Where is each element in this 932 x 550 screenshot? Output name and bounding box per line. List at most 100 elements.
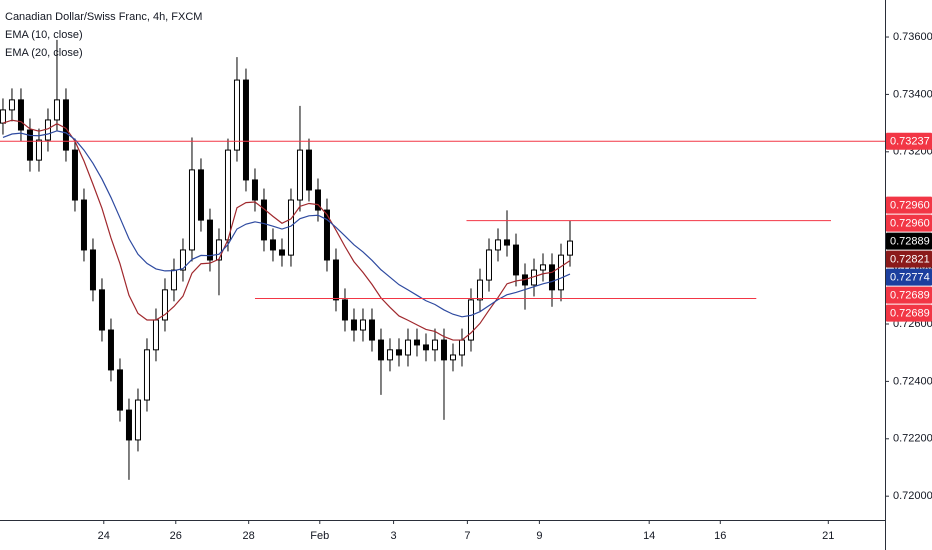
candle-body — [377, 339, 384, 361]
price-badge — [886, 196, 932, 214]
y-tick-label: 0.72000 — [893, 490, 932, 502]
price-badge — [886, 232, 932, 250]
ema-line — [2, 130, 571, 318]
candle-body — [206, 219, 213, 261]
candle-body — [0, 109, 6, 124]
candle-body — [8, 99, 15, 111]
candle-body — [53, 99, 60, 121]
price-badge-label: 0.72960 — [890, 200, 930, 212]
x-tick-label: 14 — [643, 530, 655, 542]
candle-body — [431, 339, 438, 351]
candle-body — [224, 149, 231, 241]
candle-body — [116, 369, 123, 411]
candle-body — [188, 169, 195, 251]
y-tick-label: 0.72400 — [893, 375, 932, 387]
candle-body — [80, 199, 87, 251]
x-tick-label: 3 — [391, 530, 397, 542]
candle-body — [539, 264, 546, 271]
candle-body — [395, 349, 402, 356]
candle-body — [332, 259, 339, 301]
candle-body — [467, 299, 474, 341]
candle-body — [125, 409, 132, 441]
x-tick-label: 24 — [98, 530, 110, 542]
x-tick-label: 7 — [464, 530, 470, 542]
candle-body — [440, 339, 447, 361]
y-tick-label: 0.73400 — [893, 88, 932, 100]
y-tick-label: 0.73600 — [893, 31, 932, 43]
candle-body — [107, 329, 114, 371]
candle-body — [305, 149, 312, 191]
candle-body — [233, 79, 240, 151]
ema-line — [2, 119, 571, 341]
candle-body — [260, 199, 267, 241]
candle-body — [368, 319, 375, 341]
price-badge-label: 0.72889 — [890, 236, 930, 248]
x-tick-label: 21 — [822, 530, 834, 542]
candle-body — [449, 354, 456, 361]
candle-body — [98, 289, 105, 331]
candle-body — [458, 339, 465, 356]
price-badge-label: 0.72821 — [890, 254, 930, 266]
legend-entry: EMA (10, close) — [5, 29, 83, 41]
candle-body — [215, 239, 222, 261]
price-badge-label: 0.72689 — [890, 308, 930, 320]
candle-body — [278, 249, 285, 256]
x-tick-label: Feb — [310, 530, 329, 542]
price-badge-label: 0.72960 — [890, 218, 930, 230]
plot-area — [0, 39, 885, 480]
candle-body — [548, 264, 555, 291]
candle-body — [341, 299, 348, 321]
candle-body — [170, 269, 177, 291]
candle-body — [134, 399, 141, 441]
candle-body — [359, 319, 366, 331]
candle-body — [44, 119, 51, 141]
candle-body — [422, 344, 429, 351]
candle-body — [557, 254, 564, 291]
candle-body — [296, 149, 303, 201]
candle-body — [269, 239, 276, 251]
candle-body — [287, 199, 294, 256]
candle-body — [89, 249, 96, 291]
chart-title: Canadian Dollar/Swiss Franc, 4h, FXCM — [5, 11, 202, 23]
y-tick-label: 0.72200 — [893, 433, 932, 445]
legend-entry: EMA (20, close) — [5, 47, 83, 59]
candle-body — [503, 239, 510, 246]
price-badge — [886, 250, 932, 268]
x-tick-label: 9 — [536, 530, 542, 542]
price-badge — [886, 304, 932, 322]
axes: 0.720000.722000.724000.726000.728000.730… — [98, 31, 932, 542]
candle-body — [71, 149, 78, 201]
x-tick-label: 16 — [714, 530, 726, 542]
price-badge — [886, 214, 932, 232]
candle-body — [251, 179, 258, 201]
candle-body — [26, 129, 33, 161]
price-badge-label: 0.72689 — [890, 290, 930, 302]
candle-body — [323, 209, 330, 261]
price-badge — [886, 268, 932, 286]
candle-body — [350, 319, 357, 331]
candle-body — [566, 240, 573, 256]
candle-body — [386, 349, 393, 361]
candle-body — [494, 239, 501, 251]
candle-body — [152, 319, 159, 351]
price-badge-label: 0.72774 — [890, 272, 930, 284]
candle-body — [197, 169, 204, 221]
candle-body — [413, 339, 420, 346]
candle-body — [161, 289, 168, 321]
candle-body — [17, 99, 24, 131]
candle-body — [476, 279, 483, 301]
candle-body — [314, 189, 321, 211]
candle-body — [62, 99, 69, 151]
candle-body — [512, 244, 519, 276]
price-badge — [886, 286, 932, 304]
candle-body — [404, 339, 411, 356]
price-badge-label: 0.73237 — [890, 136, 930, 148]
candle-body — [179, 249, 186, 271]
candle-body — [242, 79, 249, 181]
candle-body — [143, 349, 150, 401]
x-tick-label: 28 — [243, 530, 255, 542]
x-tick-label: 26 — [170, 530, 182, 542]
